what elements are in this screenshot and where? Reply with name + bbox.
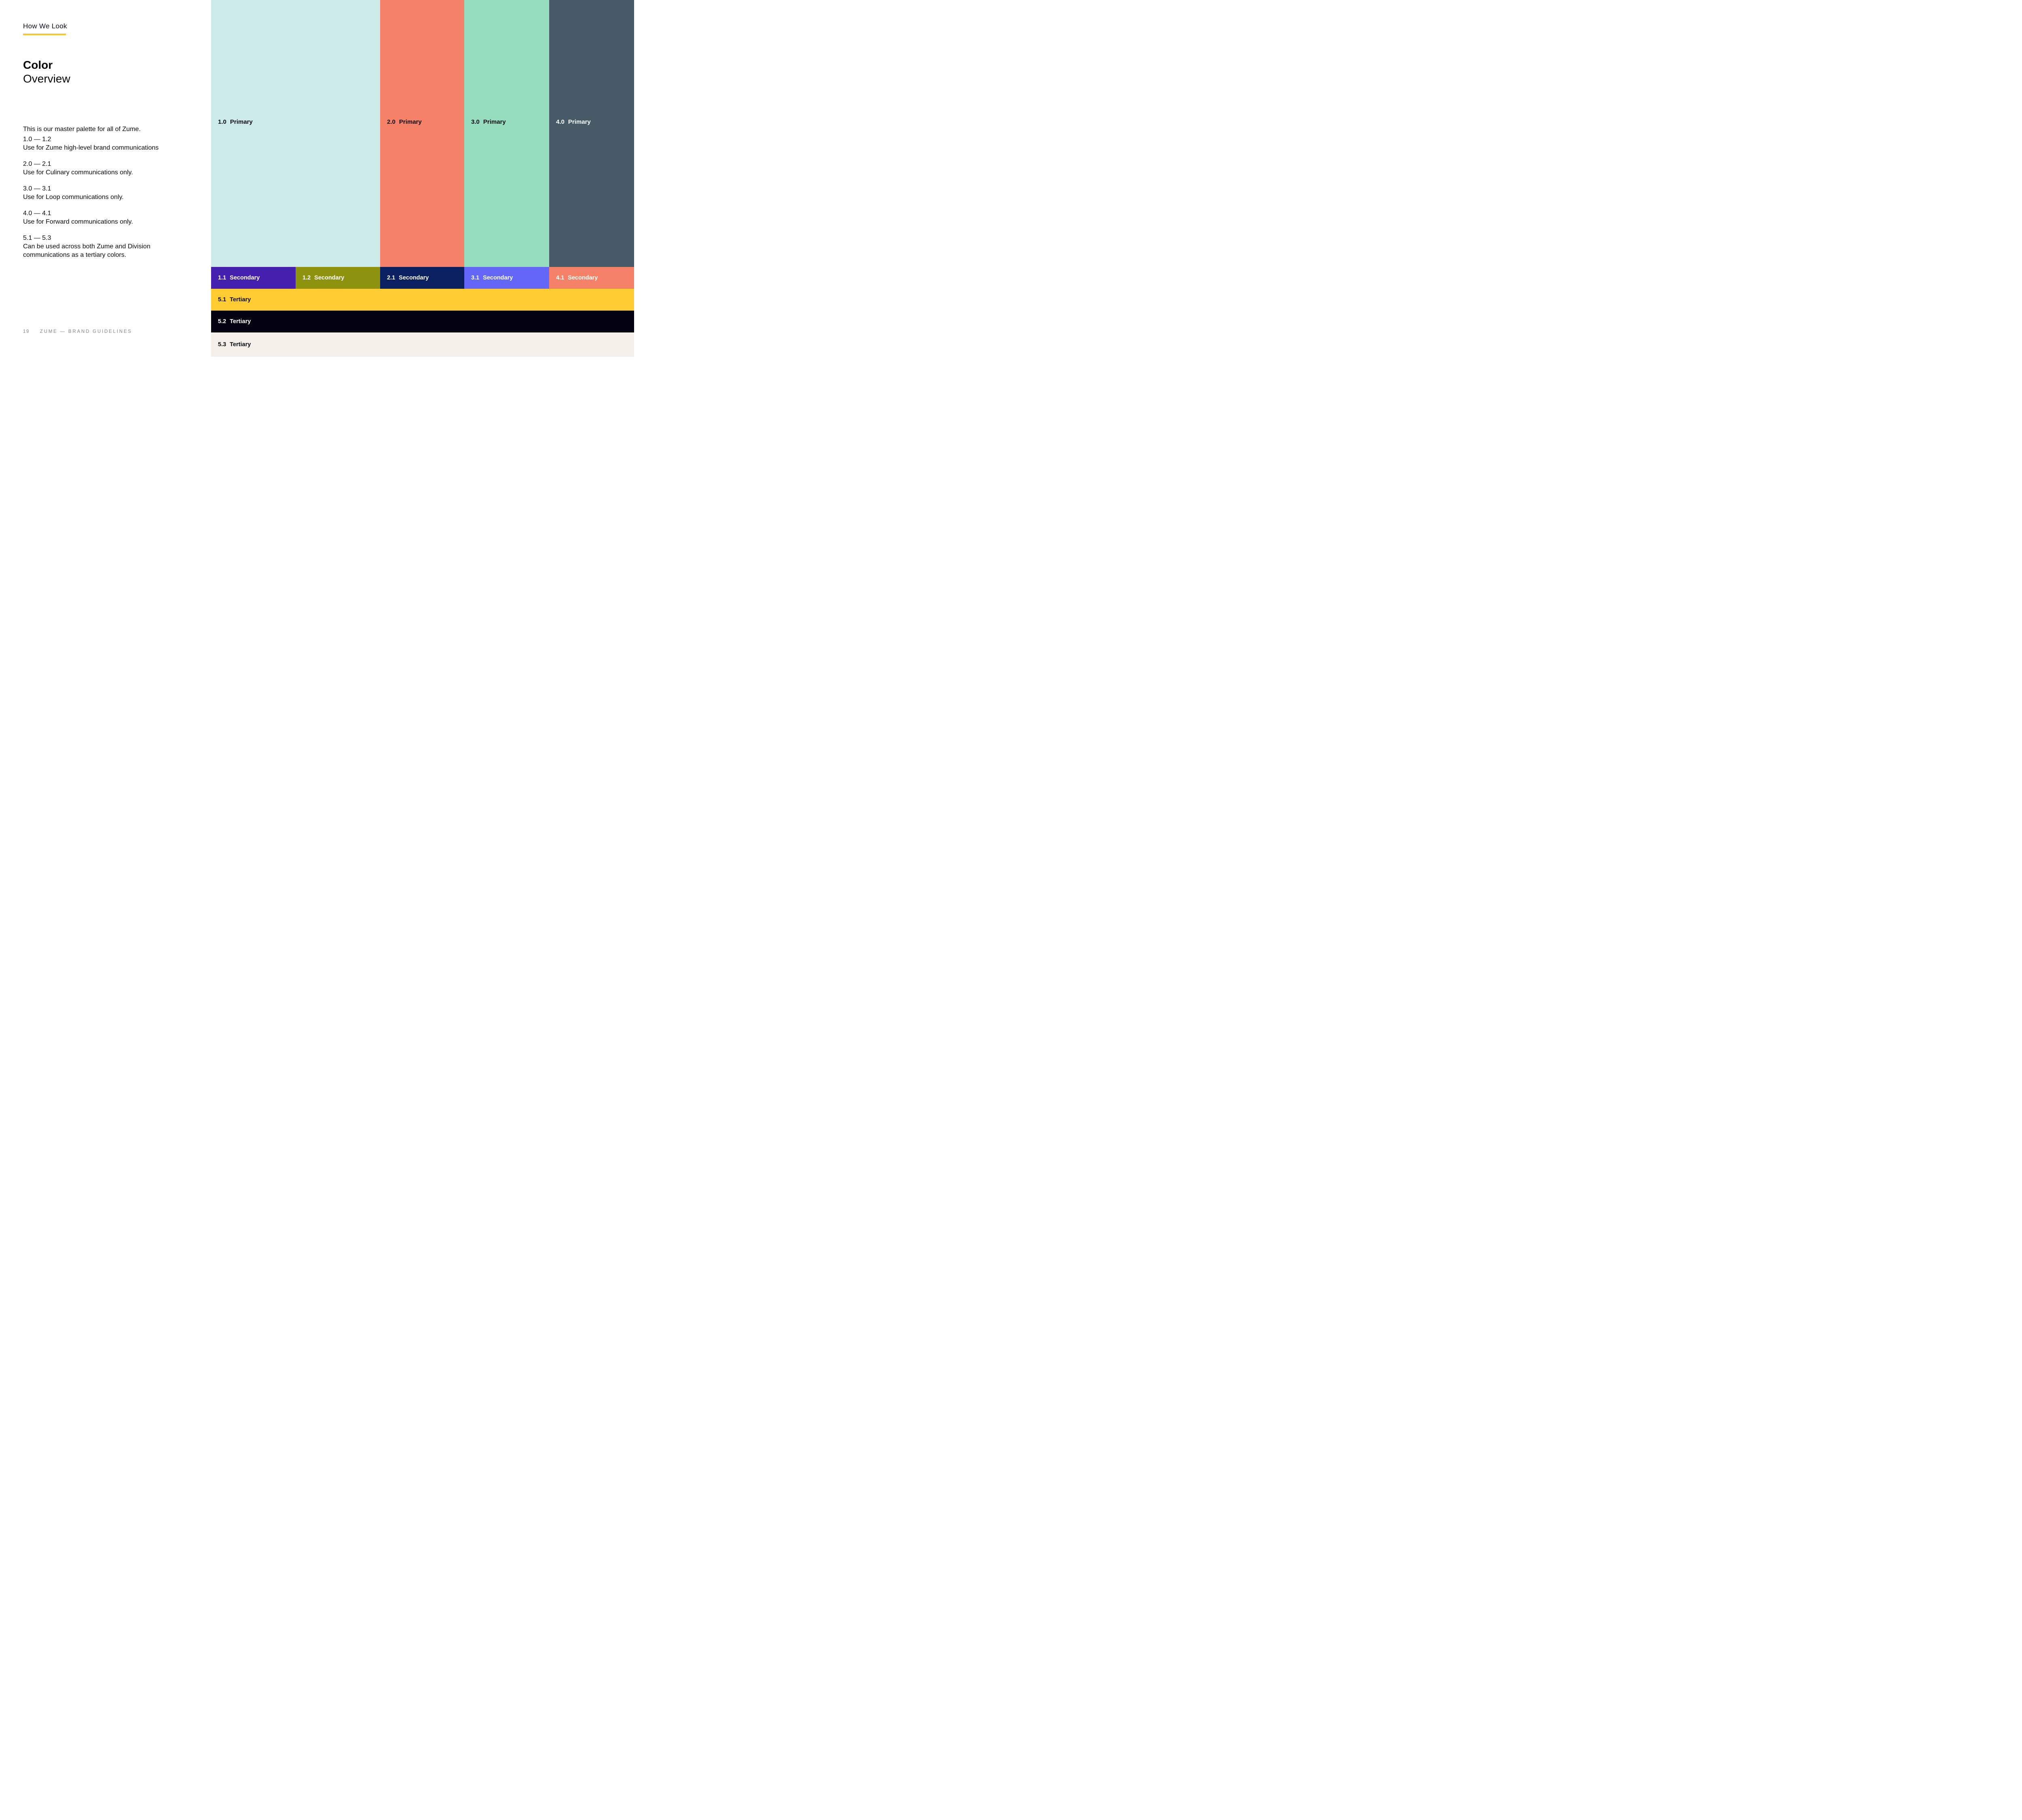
swatch-2-0-primary: 2.0 Primary: [380, 0, 464, 267]
note-range: 4.0 — 4.1: [23, 210, 51, 217]
note-range: 5.1 — 5.3: [23, 235, 51, 241]
color-name: Tertiary: [230, 341, 251, 348]
document-title: ZUME — BRAND GUIDELINES: [40, 329, 132, 334]
swatch-4-1-secondary: 4.1 Secondary: [549, 267, 634, 289]
swatch-label: 4.1 Secondary: [549, 275, 598, 281]
swatch-label: 1.1 Secondary: [211, 275, 260, 281]
swatch-4-0-primary: 4.0 Primary: [549, 0, 634, 267]
secondary-row: 1.1 Secondary 1.2 Secondary 2.1 Secondary 3…: [211, 267, 634, 289]
color-name: Secondary: [230, 275, 260, 281]
color-name: Secondary: [483, 275, 513, 281]
usage-note: 4.0 — 4.1 Use for Forward communications…: [23, 209, 185, 226]
swatch-1-1-secondary: 1.1 Secondary: [211, 267, 296, 289]
swatch-label: 4.0 Primary: [556, 119, 591, 125]
color-name: Tertiary: [230, 296, 251, 303]
intro-text: This is our master palette for all of Zu…: [23, 126, 141, 133]
swatch-5-1-tertiary: 5.1 Tertiary: [211, 289, 634, 311]
color-name: Primary: [230, 119, 253, 125]
swatch-2-1-secondary: 2.1 Secondary: [380, 267, 464, 289]
left-panel: How We Look Color Overview This is our m…: [0, 0, 211, 357]
color-name: Primary: [483, 119, 506, 125]
color-code: 5.1: [218, 296, 226, 303]
usage-note: 2.0 — 2.1 Use for Culinary communication…: [23, 160, 185, 177]
color-code: 2.0: [387, 119, 396, 125]
accent-underline: [23, 34, 66, 35]
note-description: Use for Culinary communications only.: [23, 169, 133, 176]
swatch-label: 3.1 Secondary: [464, 275, 513, 281]
color-code: 3.1: [471, 275, 480, 281]
swatch-3-0-primary: 3.0 Primary: [464, 0, 549, 267]
color-name: Tertiary: [230, 318, 251, 325]
section-label: How We Look: [23, 22, 67, 35]
primary-row: 1.0 Primary 2.0 Primary 3.0 Primary 4.0 Prim…: [211, 0, 634, 267]
note-description: Can be used across both Zume and Divisio…: [23, 243, 150, 258]
swatch-label: 2.0 Primary: [387, 119, 422, 125]
color-code: 5.2: [218, 318, 226, 325]
page-number: 19: [23, 329, 30, 334]
swatch-label: 1.0 Primary: [218, 119, 253, 125]
color-code: 4.1: [556, 275, 565, 281]
swatch-label: 2.1 Secondary: [380, 275, 429, 281]
swatch-5-2-tertiary: 5.2 Tertiary: [211, 311, 634, 332]
swatch-label: 3.0 Primary: [471, 119, 506, 125]
color-code: 5.3: [218, 341, 226, 348]
color-code: 4.0: [556, 119, 565, 125]
note-description: Use for Zume high-level brand communicat…: [23, 144, 159, 151]
usage-note: 5.1 — 5.3 Can be used across both Zume a…: [23, 234, 185, 259]
color-name: Primary: [399, 119, 422, 125]
color-name: Secondary: [399, 275, 429, 281]
brand-guidelines-slide: How We Look Color Overview This is our m…: [0, 0, 634, 357]
swatch-1-2-secondary: 1.2 Secondary: [296, 267, 380, 289]
page-footer: 19 ZUME — BRAND GUIDELINES: [23, 329, 132, 334]
swatch-label: 1.2 Secondary: [296, 275, 344, 281]
color-code: 1.0: [218, 119, 226, 125]
color-code: 2.1: [387, 275, 396, 281]
note-description: Use for Forward communications only.: [23, 218, 133, 225]
section-label-text: How We Look: [23, 22, 67, 30]
note-description: Use for Loop communications only.: [23, 194, 124, 201]
color-code: 1.1: [218, 275, 226, 281]
page-title-bold: Color: [23, 59, 53, 71]
swatch-5-3-tertiary: 5.3 Tertiary: [211, 332, 634, 357]
page-title: Color Overview: [23, 58, 70, 86]
swatch-1-0-primary: 1.0 Primary: [211, 0, 380, 267]
swatch-label: 5.3 Tertiary: [211, 341, 251, 348]
color-name: Primary: [568, 119, 591, 125]
color-palette: 1.0 Primary 2.0 Primary 3.0 Primary 4.0 Prim…: [211, 0, 634, 357]
usage-notes: 1.0 — 1.2 Use for Zume high-level brand …: [23, 135, 185, 267]
color-code: 1.2: [302, 275, 311, 281]
swatch-label: 5.1 Tertiary: [211, 296, 251, 303]
note-range: 2.0 — 2.1: [23, 161, 51, 167]
swatch-3-1-secondary: 3.1 Secondary: [464, 267, 549, 289]
note-range: 1.0 — 1.2: [23, 136, 51, 143]
note-range: 3.0 — 3.1: [23, 185, 51, 192]
color-code: 3.0: [471, 119, 480, 125]
color-name: Secondary: [314, 275, 345, 281]
swatch-label: 5.2 Tertiary: [211, 318, 251, 325]
usage-note: 1.0 — 1.2 Use for Zume high-level brand …: [23, 135, 185, 152]
page-title-regular: Overview: [23, 72, 70, 85]
usage-note: 3.0 — 3.1 Use for Loop communications on…: [23, 184, 185, 201]
color-name: Secondary: [568, 275, 598, 281]
